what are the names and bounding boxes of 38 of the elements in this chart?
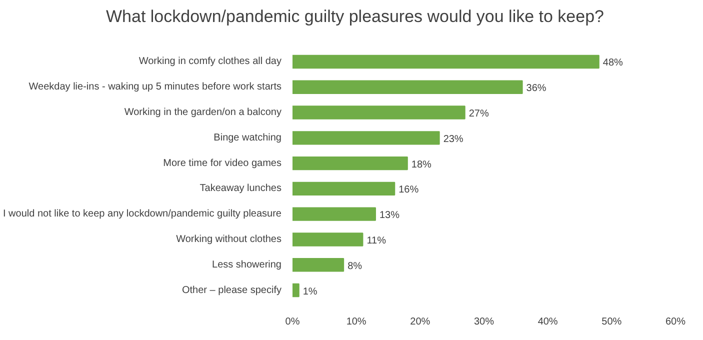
- bar: [292, 258, 344, 272]
- y-tick-label: Working in the garden/on a balcony: [124, 107, 282, 118]
- bar: [292, 156, 408, 170]
- x-tick-label: 10%: [346, 316, 366, 328]
- chart-title: What lockdown/pandemic guilty pleasures would you like to keep?: [106, 6, 604, 28]
- x-tick-label: 20%: [410, 316, 430, 328]
- data-label: 13%: [379, 210, 400, 222]
- bar: [292, 232, 364, 246]
- y-tick-label: More time for video games: [163, 158, 282, 169]
- y-tick-label: Less showering: [212, 259, 282, 270]
- x-tick-label: 60%: [665, 316, 686, 328]
- data-label: 11%: [366, 235, 386, 246]
- y-tick-label: Weekday lie-ins - waking up 5 minutes before work starts: [28, 82, 282, 93]
- y-tick-label: Working without clothes: [176, 234, 282, 245]
- x-tick-label: 30%: [474, 316, 494, 328]
- data-label: 48%: [602, 58, 624, 69]
- bar: [292, 80, 523, 94]
- bar: [292, 54, 600, 69]
- y-tick-label: Binge watching: [214, 132, 282, 144]
- data-label: 36%: [526, 83, 546, 94]
- x-tick-label: 40%: [538, 316, 558, 328]
- y-tick-label: I would not like to keep any lockdown/pandemic guilty pleasure: [3, 208, 282, 220]
- data-label: 8%: [348, 260, 362, 272]
- data-label: 23%: [443, 134, 464, 145]
- y-tick-label: Working in comfy clothes all day: [138, 56, 282, 68]
- bar: [292, 106, 466, 120]
- data-label: 27%: [468, 108, 489, 120]
- data-label: 18%: [411, 159, 432, 170]
- data-label: 16%: [398, 184, 419, 196]
- y-tick-label: Takeaway lunches: [200, 183, 282, 194]
- x-tick-label: 50%: [602, 316, 622, 328]
- x-tick-label: 0%: [285, 316, 300, 328]
- bar: [292, 182, 396, 196]
- bar: [292, 131, 440, 145]
- y-tick-label: Other – please specify: [182, 284, 282, 296]
- bar: [292, 207, 376, 221]
- data-label: 1%: [302, 286, 318, 298]
- bar: [292, 283, 300, 298]
